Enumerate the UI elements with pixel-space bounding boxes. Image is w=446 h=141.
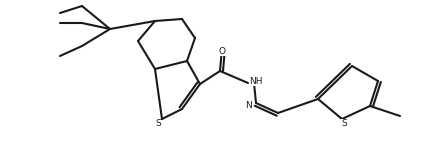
Text: NH: NH <box>249 77 263 85</box>
Text: N: N <box>244 102 252 111</box>
Text: O: O <box>219 47 226 56</box>
Text: S: S <box>341 118 347 127</box>
Text: S: S <box>155 118 161 127</box>
